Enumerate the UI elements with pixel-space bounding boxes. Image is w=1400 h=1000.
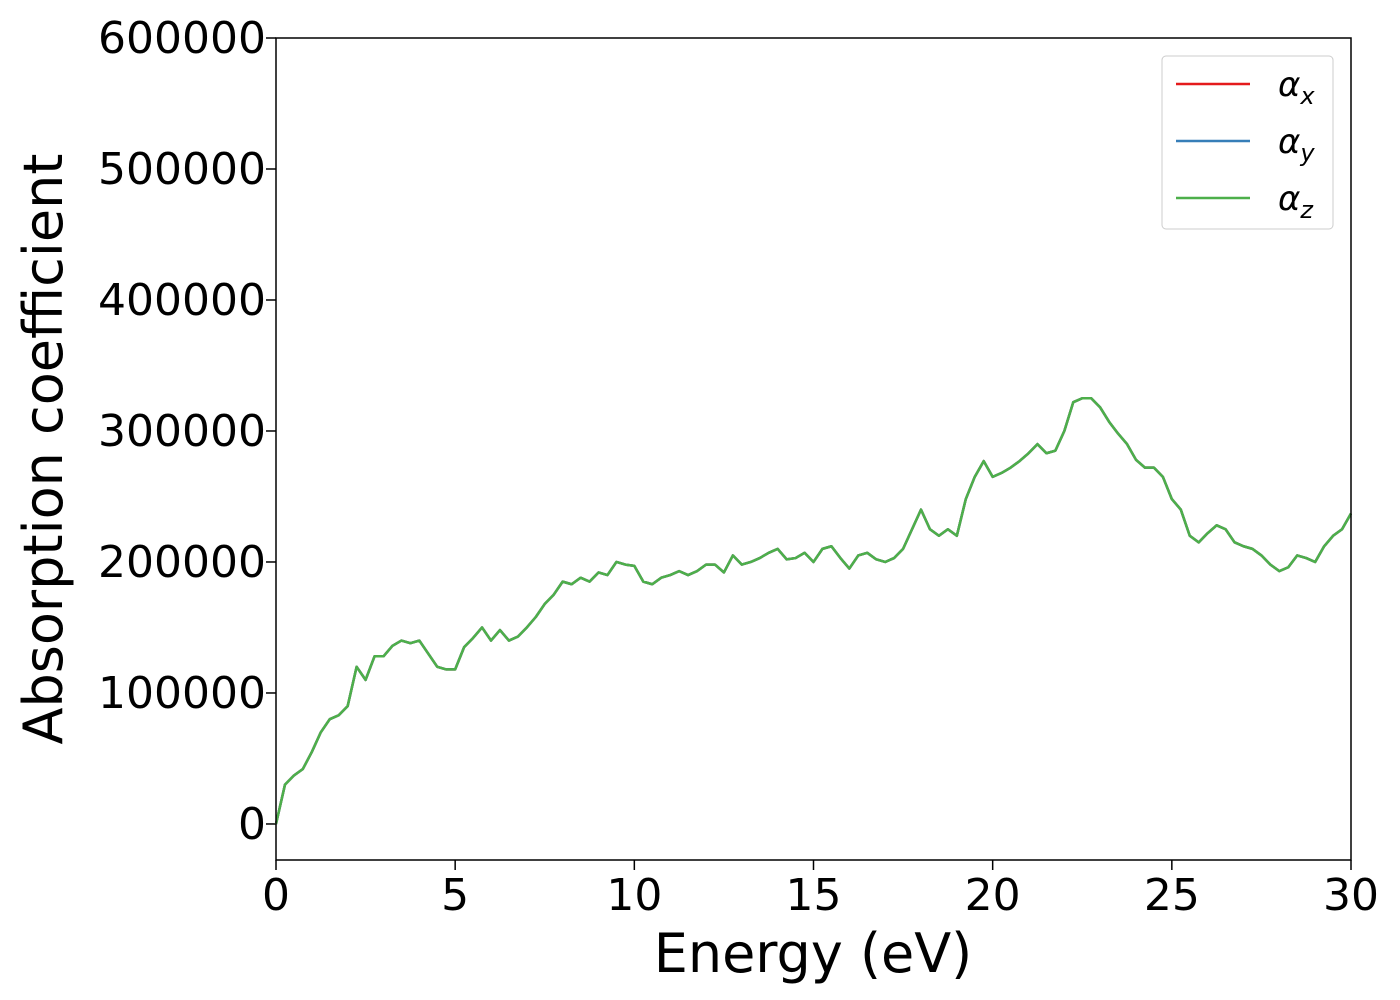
y-tick-label: 600000 <box>98 13 266 64</box>
y-tick-label: 300000 <box>98 406 266 457</box>
x-tick-label: 5 <box>441 870 469 921</box>
x-tick-label: 20 <box>965 870 1021 921</box>
legend: αx αy αz <box>1161 55 1334 230</box>
data-line <box>274 396 1353 825</box>
x-tick-label: 25 <box>1144 870 1200 921</box>
legend-label: αz <box>1278 179 1314 224</box>
y-tick-label: 200000 <box>98 537 266 588</box>
data-line <box>274 396 1353 825</box>
legend-label: αx <box>1278 65 1315 110</box>
y-tick-label: 100000 <box>98 668 266 719</box>
y-tick-label: 500000 <box>98 144 266 195</box>
y-tick-label: 400000 <box>98 275 266 326</box>
data-line <box>274 396 1353 825</box>
x-tick-label: 10 <box>606 870 662 921</box>
x-axis-label: Energy (eV) <box>654 922 973 985</box>
y-axis-label: Absorption coefficient <box>12 154 75 745</box>
x-tick-label: 0 <box>262 870 290 921</box>
x-tick-label: 30 <box>1323 870 1379 921</box>
legend-box <box>1161 55 1334 230</box>
legend-label: αy <box>1278 122 1315 167</box>
y-tick-label: 0 <box>238 799 266 850</box>
plot-frame <box>275 37 1352 861</box>
x-tick-label: 15 <box>786 870 842 921</box>
